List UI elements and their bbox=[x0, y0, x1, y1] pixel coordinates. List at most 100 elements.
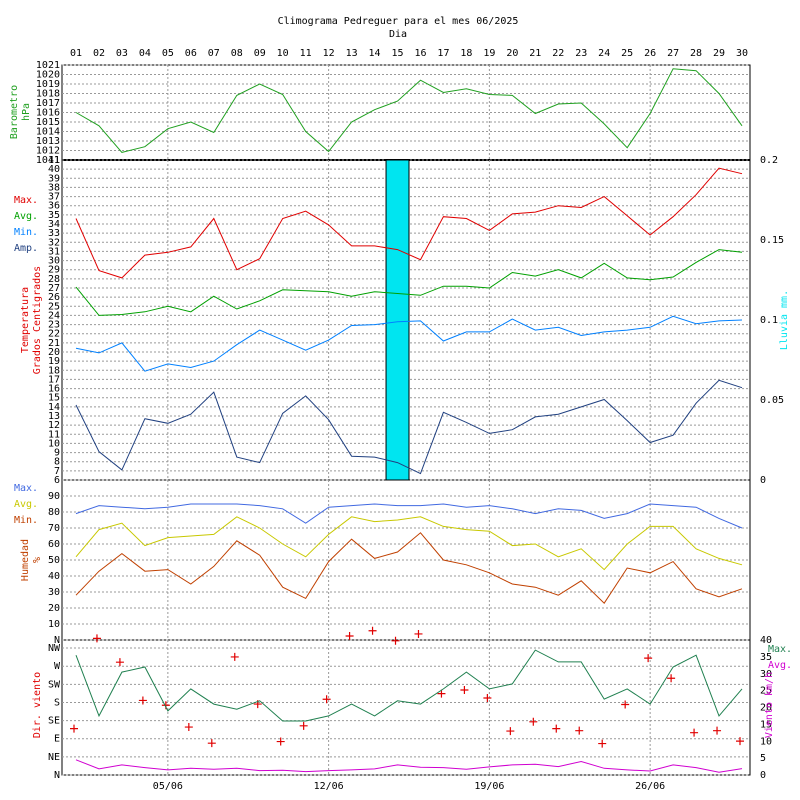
temp-tick-17: 17 bbox=[48, 374, 60, 385]
temp-avg-line bbox=[75, 249, 743, 316]
day-label-15: 15 bbox=[391, 48, 403, 59]
day-label-21: 21 bbox=[529, 48, 541, 59]
wind-speed-tick-30: 30 bbox=[760, 669, 772, 680]
temp-ylabel2: Grados Centigrados bbox=[32, 266, 43, 374]
wind-dir-marker-29 bbox=[713, 726, 722, 735]
day-label-25: 25 bbox=[621, 48, 633, 59]
day-label-27: 27 bbox=[667, 48, 679, 59]
day-label-06: 06 bbox=[185, 48, 197, 59]
wind-dir-tick-SE: SE bbox=[48, 716, 60, 727]
temp-min-line bbox=[75, 315, 743, 372]
temp-ylabel: Temperatura bbox=[20, 287, 31, 353]
wind-speed-ylabel: Viento km/h bbox=[764, 672, 775, 738]
temp-tick-38: 38 bbox=[48, 182, 60, 193]
rain-tick-0: 0 bbox=[760, 475, 766, 486]
pressure-tick-1017: 1017 bbox=[36, 98, 60, 109]
wind-dir-tick-S: S bbox=[54, 697, 60, 708]
pressure-tick-1021: 1021 bbox=[36, 60, 60, 71]
temp-tick-13: 13 bbox=[48, 411, 60, 422]
wind-avg-line bbox=[75, 759, 743, 773]
day-label-17: 17 bbox=[437, 48, 449, 59]
wind-dir-tick-SW: SW bbox=[48, 679, 61, 690]
bottom-x-label-05-06: 05/06 bbox=[153, 781, 183, 792]
temp-tick-34: 34 bbox=[48, 219, 60, 230]
wind-dir-marker-13 bbox=[345, 631, 354, 640]
temp-tick-7: 7 bbox=[54, 466, 60, 477]
pressure-ylabel: Barometro bbox=[9, 85, 20, 139]
day-label-23: 23 bbox=[575, 48, 587, 59]
temp-tick-32: 32 bbox=[48, 237, 60, 248]
day-label-26: 26 bbox=[644, 48, 656, 59]
temp-tick-23: 23 bbox=[48, 320, 60, 331]
wind-dir-marker-01 bbox=[70, 724, 78, 733]
bottom-x-label-12-06: 12/06 bbox=[314, 781, 344, 792]
temp-tick-29: 29 bbox=[48, 265, 60, 276]
humidity-ylabel: Humedad bbox=[20, 539, 31, 581]
chart-title: Climograma Pedreguer para el mes 06/2025 bbox=[278, 16, 519, 27]
wind-speed-tick-5: 5 bbox=[760, 753, 766, 764]
wind-dir-marker-06 bbox=[184, 723, 193, 732]
wind-dir-marker-22 bbox=[552, 724, 561, 733]
wind-dir-marker-24 bbox=[598, 739, 607, 748]
wind-dir-marker-03 bbox=[115, 658, 124, 667]
temp-tick-10: 10 bbox=[48, 438, 60, 449]
pressure-tick-1018: 1018 bbox=[36, 89, 60, 100]
day-label-08: 08 bbox=[231, 48, 243, 59]
wind-dir-marker-19 bbox=[483, 694, 492, 703]
temp-max-line bbox=[75, 167, 743, 279]
temp-tick-25: 25 bbox=[48, 301, 60, 312]
temp-legend-avg: Avg. bbox=[14, 211, 38, 222]
humidity-unit: % bbox=[32, 557, 43, 563]
temp-legend-min: Min. bbox=[14, 227, 38, 238]
wind-dir-marker-21 bbox=[529, 717, 538, 726]
chart-subtitle: Dia bbox=[389, 29, 407, 40]
day-label-07: 07 bbox=[208, 48, 220, 59]
temp-tick-8: 8 bbox=[54, 457, 60, 468]
wind-speed-tick-40: 40 bbox=[760, 635, 772, 646]
day-label-24: 24 bbox=[598, 48, 610, 59]
humidity-legend-min: Min. bbox=[14, 515, 38, 526]
temp-tick-28: 28 bbox=[48, 274, 60, 285]
day-label-09: 09 bbox=[254, 48, 266, 59]
wind-speed-tick-10: 10 bbox=[760, 736, 772, 747]
pressure-tick-1013: 1013 bbox=[36, 136, 60, 147]
temp-tick-9: 9 bbox=[54, 448, 60, 459]
wind-ylabel: Dir. viento bbox=[32, 672, 43, 738]
pressure-tick-1019: 1019 bbox=[36, 79, 60, 90]
wind-dir-marker-26 bbox=[644, 654, 653, 663]
wind-speed-tick-20: 20 bbox=[760, 703, 772, 714]
humidity-tick-40: 40 bbox=[48, 571, 60, 582]
temp-tick-40: 40 bbox=[48, 164, 60, 175]
temp-tick-15: 15 bbox=[48, 393, 60, 404]
wind-dir-marker-04 bbox=[138, 696, 147, 705]
day-label-14: 14 bbox=[369, 48, 381, 59]
wind-speed-tick-25: 25 bbox=[760, 686, 772, 697]
wind-speed-tick-0: 0 bbox=[760, 770, 766, 781]
wind-dir-marker-23 bbox=[575, 726, 584, 735]
day-label-01: 01 bbox=[70, 48, 82, 59]
pressure-tick-1015: 1015 bbox=[36, 117, 60, 128]
wind-legend-avg: Avg. bbox=[768, 660, 792, 671]
wind-speed-tick-15: 15 bbox=[760, 719, 772, 730]
wind-dir-marker-27 bbox=[667, 674, 676, 683]
wind-dir-marker-12 bbox=[322, 695, 331, 704]
wind-dir-marker-25 bbox=[621, 700, 630, 709]
temp-tick-31: 31 bbox=[48, 246, 60, 257]
rain-tick-0.05: 0.05 bbox=[760, 395, 784, 406]
day-label-18: 18 bbox=[460, 48, 472, 59]
wind-dir-marker-08 bbox=[230, 652, 239, 661]
day-label-13: 13 bbox=[346, 48, 358, 59]
wind-dir-marker-17 bbox=[437, 689, 446, 698]
humidity-tick-60: 60 bbox=[48, 539, 60, 550]
bottom-x-label-19-06: 19/06 bbox=[474, 781, 504, 792]
humidity-avg-line bbox=[75, 516, 743, 571]
wind-dir-marker-07 bbox=[207, 739, 216, 748]
wind-dir-marker-28 bbox=[690, 728, 699, 737]
rain-tick-0.2: 0.2 bbox=[760, 155, 778, 166]
day-label-02: 02 bbox=[93, 48, 105, 59]
wind-dir-marker-02 bbox=[92, 634, 101, 643]
pressure-line bbox=[75, 68, 743, 153]
day-label-12: 12 bbox=[323, 48, 335, 59]
temp-tick-24: 24 bbox=[48, 310, 60, 321]
wind-dir-marker-30 bbox=[736, 737, 744, 746]
